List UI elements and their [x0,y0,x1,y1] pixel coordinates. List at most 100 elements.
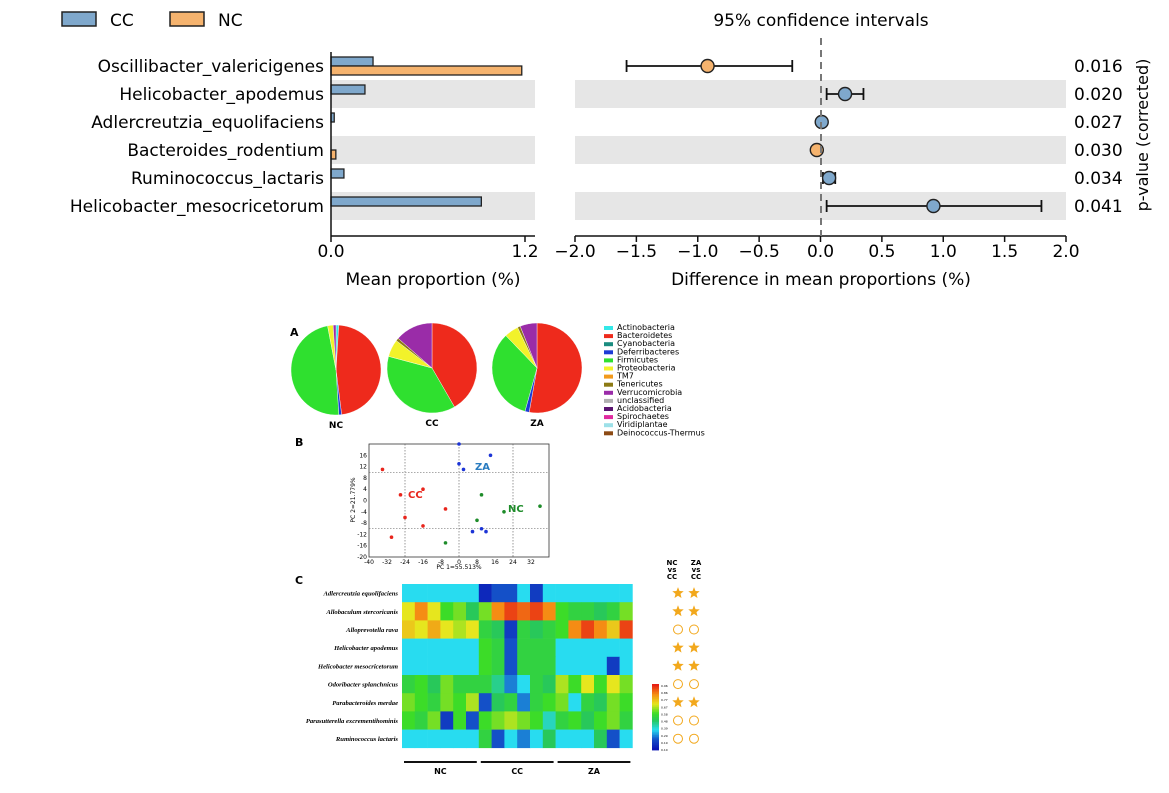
heatmap-cell [466,693,480,712]
pca-point [457,442,461,446]
heatmap-row-label: Helicobacter apodemus [333,645,398,652]
heatmap-cell [504,693,518,712]
pca-point [461,467,466,472]
heatmap-cell [568,729,582,749]
heatmap-cell [555,711,569,730]
pie-legend-label: unclassified [617,396,664,405]
significance-star [672,659,684,671]
heatmap-cell [440,675,454,694]
heatmap-cell [440,656,454,676]
heatmap-cell [594,584,608,603]
color-scale-segment [652,731,659,734]
legend-swatch-nc [169,11,205,27]
pca-y-tick: 0 [363,498,367,505]
color-scale-segment [652,746,659,749]
heatmap-cell [440,711,454,730]
heatmap-cell [619,602,633,621]
heatmap-cell [427,693,441,712]
heatmap-cell [517,711,531,730]
pca-group-label-za: ZA [475,462,490,473]
pie-slice [386,356,455,414]
pie-slice [335,324,382,415]
heatmap-cell [581,711,595,730]
pie-label: NC [329,421,344,431]
heatmap-cell [402,620,416,639]
heatmap-cell [594,729,608,749]
significance-circle [673,679,683,690]
color-scale-segment [652,710,659,713]
heatmap-cell [568,620,582,639]
heatmap-cell [517,729,531,749]
significance-star [688,696,700,708]
significance-circle [689,715,699,726]
pca-y-tick: -8 [361,520,367,527]
category-label: Oscillibacter_valericigenes [98,57,325,77]
left-x-axis-label: Mean proportion (%) [345,270,520,290]
color-scale-segment [652,738,659,741]
heatmap-cell [453,729,467,749]
heatmap-cell [466,584,480,603]
pca-y-tick: -12 [357,531,367,538]
heatmap-cell [466,729,480,749]
heatmap-cell [453,656,467,676]
significance-circle [673,624,683,635]
comparison-header: CC [667,573,677,581]
color-scale-segment [652,725,659,728]
significance-star [672,641,684,653]
heatmap-cell [478,602,492,621]
color-scale-segment [652,740,659,743]
heatmap-cell [542,729,556,749]
heatmap-cell [504,656,518,676]
color-scale-tick: 0.39 [661,727,668,731]
heatmap-cell [619,656,633,676]
heatmap-row-label: Alloprevotella rava [345,627,399,634]
heatmap-cell [517,620,531,639]
heatmap-cell [402,638,416,658]
heatmap-cell [402,711,416,730]
heatmap-cell [453,693,467,712]
pie-legend-swatch [604,358,613,363]
heatmap-cell [542,656,556,676]
heatmap-cell [491,729,505,749]
bar-cc [330,168,345,179]
heatmap-cell [478,675,492,694]
pca-x-tick: -24 [400,559,410,566]
panel-b-label: B [295,436,303,449]
heatmap-cell [606,711,620,730]
right-tick-label: 0.5 [868,242,895,262]
heatmap-cell [581,729,595,749]
pie-slice [431,322,478,408]
pca-point [457,461,461,466]
heatmap-cell [555,602,569,621]
heatmap-cell [517,675,531,694]
heatmap-cell [619,693,633,712]
pca-y-tick: -16 [357,543,367,550]
heatmap-cell [581,602,595,621]
heatmap-cell [555,656,569,676]
color-scale-segment [652,713,659,716]
pie-legend-swatch [604,334,613,339]
color-scale-segment [652,720,659,723]
heatmap-cell [504,675,518,694]
heatmap-cell [530,729,544,749]
color-scale-tick: 0.19 [661,741,668,745]
heatmap-cell [606,620,620,639]
bar-cc [330,196,483,207]
pie-legend-swatch [604,350,613,355]
pie-slice [290,325,340,416]
pca-x-tick: 16 [491,559,499,566]
heatmap-cell [453,602,467,621]
heatmap-cell [542,638,556,658]
pca-point [479,526,484,531]
pie-legend-swatch [604,382,613,387]
color-scale-segment [652,690,659,693]
right-tick-label: 1.5 [991,242,1018,262]
heatmap-cell [427,729,441,749]
heatmap-cell [517,656,531,676]
color-scale-segment [652,708,659,711]
heatmap-cell [530,638,544,658]
pca-x-tick: 24 [509,559,517,566]
heatmap-row-label: Parabacteroides merdae [332,700,398,707]
comparison-header: vs [692,566,701,574]
legend-swatch-cc [61,11,97,27]
